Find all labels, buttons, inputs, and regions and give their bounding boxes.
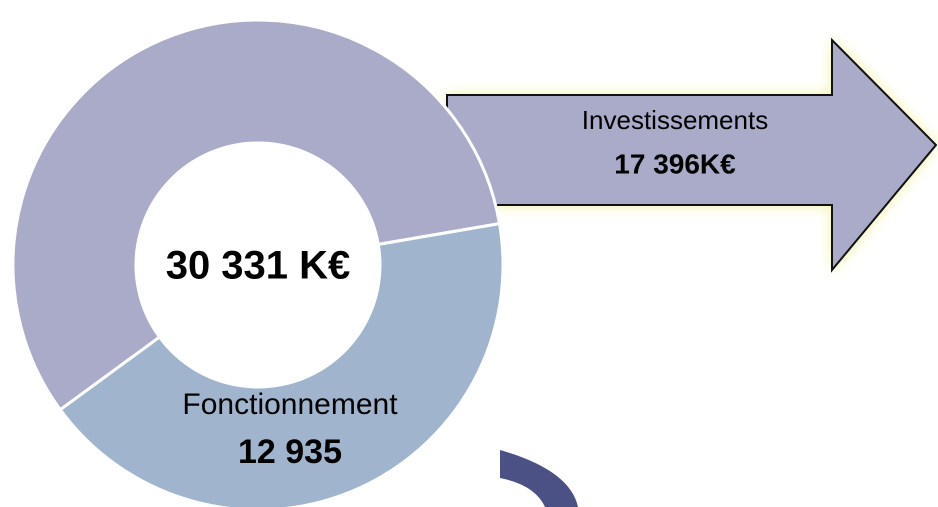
donut-slice (58, 221, 505, 507)
value-label: 12 935 (238, 433, 342, 471)
arrow (446, 37, 938, 273)
decor-arc (500, 450, 578, 507)
category-label: Fonctionnement (182, 388, 398, 421)
category-label: Investissements (582, 105, 768, 135)
value-label: 17 396K€ (614, 148, 736, 179)
donut (11, 18, 505, 507)
center-label: 30 331 K€ (166, 244, 351, 288)
donut-slice (11, 18, 502, 412)
